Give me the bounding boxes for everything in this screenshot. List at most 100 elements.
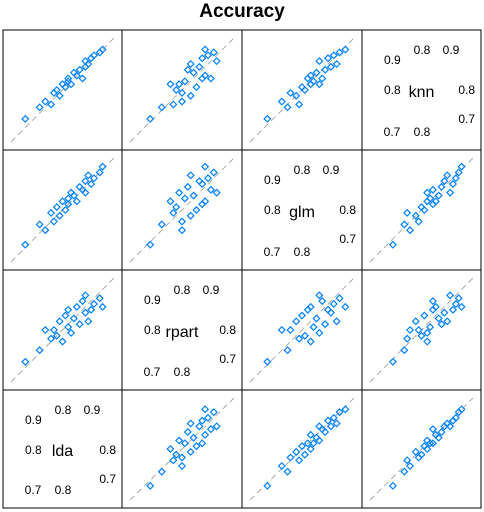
data-point <box>457 405 466 414</box>
variable-label-glm: glm <box>289 204 315 221</box>
data-point <box>454 168 463 177</box>
tick-label: 0.9 <box>323 163 340 177</box>
data-point <box>146 240 155 249</box>
panel-lda-vs-knn <box>361 389 482 509</box>
data-point <box>169 208 178 217</box>
data-point <box>177 217 187 226</box>
data-point <box>431 302 440 311</box>
data-point <box>292 91 301 100</box>
data-point <box>437 320 446 329</box>
data-point <box>201 405 210 414</box>
data-point <box>417 450 426 459</box>
reference-line <box>10 37 115 143</box>
data-point <box>175 436 184 445</box>
tick-label: 0.9 <box>384 53 401 67</box>
panel-lda-vs-glm <box>241 389 363 509</box>
data-point <box>81 308 90 317</box>
data-point <box>451 299 460 309</box>
data-point <box>403 456 412 465</box>
data-point <box>35 220 44 229</box>
data-point <box>157 220 166 229</box>
data-point <box>277 97 286 106</box>
data-point <box>212 422 221 431</box>
data-point <box>306 430 315 439</box>
data-point <box>209 408 218 417</box>
data-point <box>454 294 463 303</box>
data-point <box>341 45 350 54</box>
data-point <box>157 467 166 476</box>
tick-label: 0.8 <box>55 403 72 417</box>
data-point <box>309 77 318 86</box>
data-point <box>180 194 189 203</box>
data-point <box>403 334 412 343</box>
data-point <box>72 71 81 80</box>
data-point <box>21 114 30 123</box>
data-point <box>89 51 99 60</box>
data-point <box>177 453 187 462</box>
tick-label: 0.9 <box>443 43 460 57</box>
tick-label: 0.8 <box>414 125 431 139</box>
data-point <box>172 85 181 95</box>
data-point <box>177 97 187 106</box>
data-point <box>186 91 195 100</box>
panel-glm-vs-lda <box>2 149 123 271</box>
data-point <box>423 328 432 337</box>
data-point <box>414 325 423 335</box>
data-point <box>201 197 210 206</box>
data-point <box>81 177 90 186</box>
data-point <box>321 65 330 74</box>
data-point <box>49 325 58 335</box>
data-point <box>203 51 213 60</box>
data-point <box>192 83 201 92</box>
tick-label: 0.8 <box>55 483 72 497</box>
data-point <box>434 191 443 200</box>
data-point <box>295 334 304 343</box>
data-point <box>180 439 189 448</box>
data-point <box>41 226 50 235</box>
tick-label: 0.8 <box>384 83 401 97</box>
data-point <box>312 433 321 442</box>
data-point <box>446 291 455 300</box>
data-point <box>315 80 324 89</box>
data-point <box>55 211 64 220</box>
data-point <box>263 357 272 366</box>
data-point <box>420 442 429 451</box>
data-point <box>52 331 61 340</box>
data-point <box>198 54 207 63</box>
data-point <box>326 62 335 71</box>
data-point <box>448 305 458 314</box>
tick-label: 0.8 <box>414 43 431 57</box>
panel-glm-vs-glm: glm 0.8 0.9 0.9 0.8 0.8 0.7 0.7 0.8 <box>241 149 363 271</box>
data-point <box>169 100 178 109</box>
data-point <box>41 325 50 335</box>
data-point <box>312 314 321 323</box>
data-point <box>52 85 61 95</box>
panel-knn-vs-knn: knn 0.8 0.9 0.9 0.8 0.8 0.7 0.7 0.8 <box>361 29 482 151</box>
data-point <box>414 217 423 226</box>
data-point <box>212 57 221 66</box>
data-point <box>335 408 344 417</box>
data-point <box>84 59 93 69</box>
data-point <box>277 325 286 335</box>
tick-label: 0.7 <box>384 125 401 139</box>
data-point <box>300 331 309 340</box>
data-point <box>329 299 338 309</box>
data-point <box>177 226 187 235</box>
tick-label: 0.8 <box>294 163 311 177</box>
data-point <box>428 439 437 448</box>
panel-rpart-vs-glm <box>241 269 363 391</box>
data-point <box>58 197 67 206</box>
data-point <box>332 419 341 428</box>
data-point <box>186 447 195 456</box>
data-point <box>443 419 452 428</box>
reference-line <box>129 397 235 501</box>
data-point <box>177 88 187 97</box>
data-point <box>84 317 93 326</box>
tick-label: 0.7 <box>219 352 236 366</box>
data-point <box>206 425 215 434</box>
variable-label-knn: knn <box>409 84 435 101</box>
data-point <box>64 74 73 83</box>
data-point <box>95 168 104 177</box>
data-point <box>406 325 415 335</box>
